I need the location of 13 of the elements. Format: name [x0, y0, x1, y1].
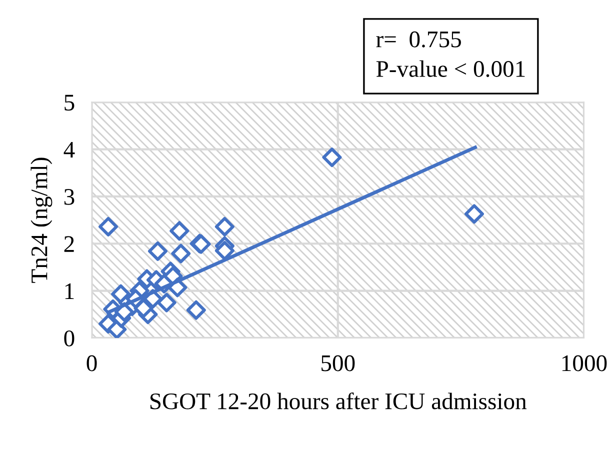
y-tick-label: 5	[64, 94, 74, 111]
x-tick-label: 0	[86, 355, 97, 372]
x-tick-label: 1000	[562, 355, 607, 372]
y-tick-label: 3	[64, 189, 74, 205]
y-axis-title: Tn24 (ng/ml)	[30, 158, 52, 283]
y-tick-label: 0	[64, 330, 74, 346]
text: P-value < 0.001	[376, 60, 525, 78]
y-tick-label: 2	[64, 236, 74, 252]
y-tick-label: 4	[64, 142, 75, 158]
text: r= 0.755	[376, 31, 461, 48]
x-tick-label: 500	[322, 355, 355, 372]
y-tick-label: 1	[65, 283, 74, 299]
x-axis-title: SGOT 12-20 hours after ICU admission	[150, 392, 527, 410]
